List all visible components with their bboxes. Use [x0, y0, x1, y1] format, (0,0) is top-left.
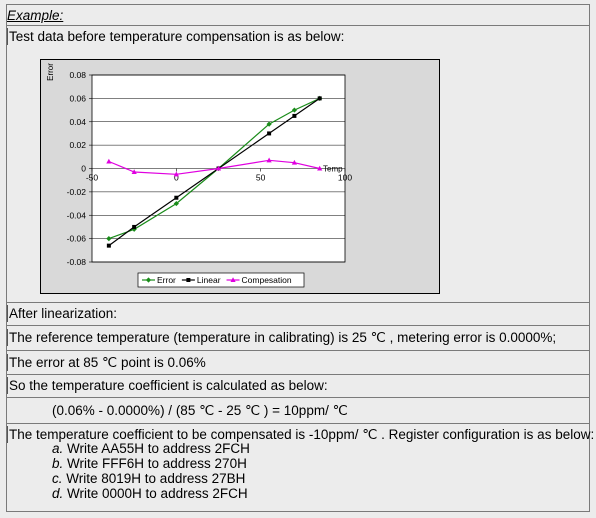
y-tick-label: -0.08 — [67, 257, 87, 267]
divider — [7, 397, 590, 398]
x-axis-label: Temp — [323, 165, 343, 174]
y-tick-label: -0.04 — [67, 210, 87, 220]
legend-label-error: Error — [157, 275, 176, 285]
data-point — [106, 158, 112, 164]
data-point — [131, 169, 137, 175]
y-tick-label: -0.06 — [67, 234, 87, 244]
step-c: c. Write 8019H to address 27BH — [52, 471, 246, 486]
data-point — [317, 165, 323, 171]
coefficient-intro-text: So the temperature coefficient is calcul… — [7, 377, 328, 394]
data-point — [266, 157, 272, 163]
data-point — [132, 224, 137, 229]
data-point — [106, 243, 111, 248]
chart-panel: 0.08 0.06 0.04 0.02 0 -0.02 -0.04 -0.06 -0.08 -50… — [40, 59, 440, 294]
data-point — [215, 165, 222, 171]
error-at-85-text: The error at 85 ℃ point is 0.06% — [7, 354, 206, 371]
data-point — [292, 113, 297, 118]
legend-label-compesation: Compesation — [242, 275, 292, 285]
after-linearization-text: After linearization: — [7, 305, 118, 322]
y-tick-label: -0.02 — [67, 187, 87, 197]
step-d: d. Write 0000H to address 2FCH — [52, 486, 248, 501]
data-point — [291, 159, 297, 165]
legend-label-linear: Linear — [197, 275, 221, 285]
data-point — [173, 171, 179, 177]
divider — [7, 350, 590, 351]
step-a: a. Write AA55H to address 2FCH — [52, 441, 250, 456]
y-tick-label: 0.08 — [69, 70, 86, 80]
register-config-text: The temperature coefficient to be compen… — [7, 426, 595, 443]
example-heading: Example: — [7, 8, 64, 23]
data-point — [173, 200, 179, 207]
x-tick-label: -50 — [86, 173, 99, 183]
data-point — [106, 236, 112, 242]
divider — [7, 423, 590, 424]
data-point — [267, 131, 272, 136]
x-tick-label: 100 — [338, 173, 352, 183]
y-tick-label: 0 — [81, 164, 86, 174]
divider — [7, 325, 590, 326]
data-point — [174, 195, 179, 200]
y-tick-label: 0.04 — [69, 117, 86, 127]
intro-text: Test data before temperature compensatio… — [7, 28, 345, 45]
step-b: b. Write FFF6H to address 270H — [52, 456, 247, 471]
x-tick-label: 0 — [174, 173, 179, 183]
divider — [7, 374, 590, 375]
formula-text: (0.06% - 0.0000%) / (85 ℃ - 25 ℃ ) = 10p… — [52, 403, 348, 418]
y-tick-label: 0.02 — [69, 140, 86, 150]
legend-box — [137, 272, 305, 288]
content-frame — [6, 4, 590, 512]
divider — [7, 302, 590, 303]
y-tick-label: 0.06 — [69, 93, 86, 103]
divider — [7, 25, 590, 26]
reference-temperature-text: The reference temperature (temperature i… — [7, 329, 557, 346]
data-point — [230, 277, 236, 282]
x-tick-label: 50 — [256, 173, 266, 183]
data-point — [186, 278, 191, 282]
y-axis-label: Error — [46, 63, 55, 81]
error-chart: 0.08 0.06 0.04 0.02 0 -0.02 -0.04 -0.06 -0.08 -50… — [46, 63, 352, 288]
data-point — [317, 96, 322, 101]
data-point — [145, 277, 152, 283]
